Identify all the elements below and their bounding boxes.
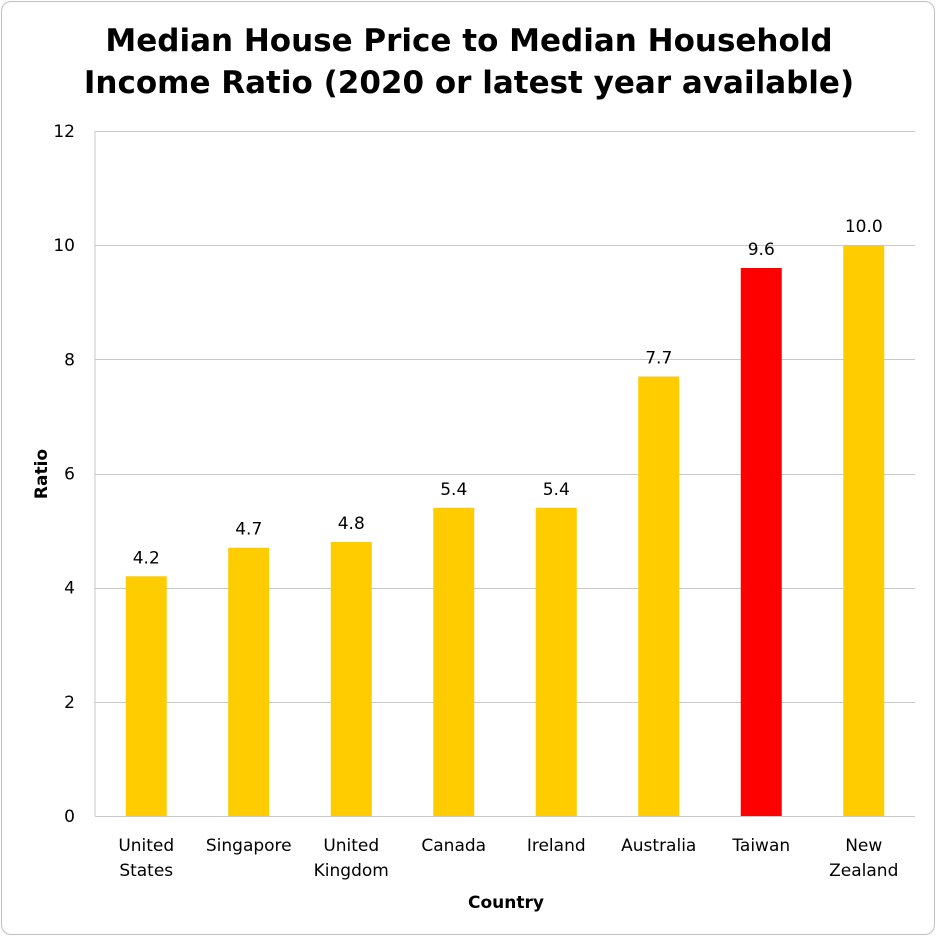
y-tick-label: 2 xyxy=(64,693,75,713)
x-tick-label: United States xyxy=(118,836,174,881)
bars xyxy=(125,245,885,816)
data-label: 4.7 xyxy=(235,520,262,540)
x-tick-label-line: States xyxy=(119,861,173,881)
data-label: 4.8 xyxy=(338,514,365,534)
bar xyxy=(228,547,270,816)
data-label: 7.7 xyxy=(645,348,672,368)
chart-title-line-2: Income Ratio (2020 or latest year availa… xyxy=(83,65,855,101)
bar xyxy=(433,507,475,816)
y-axis-title: Ratio xyxy=(32,449,52,499)
x-tick-label: Taiwan xyxy=(731,836,790,856)
x-tick-label: United Kingdom xyxy=(314,836,389,881)
y-tick-label: 0 xyxy=(64,807,75,827)
x-tick-label-line: Canada xyxy=(421,836,486,856)
x-tick-label-line: United xyxy=(118,836,174,856)
x-tick-label: Canada xyxy=(421,836,486,856)
x-tick-label: Ireland xyxy=(527,836,586,856)
x-axis-title: Country xyxy=(468,893,544,913)
x-tick-label-line: New xyxy=(845,836,882,856)
x-tick-label-line: Zealand xyxy=(829,861,898,881)
data-label: 10.0 xyxy=(845,217,883,237)
x-tick-label-line: Singapore xyxy=(206,836,292,856)
chart-title: Median House Price to Median Household I… xyxy=(40,20,898,104)
y-tick-label: 8 xyxy=(64,350,75,370)
chart-title-line-1: Median House Price to Median Household xyxy=(105,23,833,59)
bar xyxy=(330,542,372,816)
x-tick-label-line: Kingdom xyxy=(314,861,389,881)
y-axis-ticks: 0 2 4 6 8 10 12 xyxy=(53,122,75,827)
y-tick-label: 6 xyxy=(64,465,75,485)
x-tick-label-line: Australia xyxy=(621,836,696,856)
x-tick-label: Australia xyxy=(621,836,696,856)
y-tick-label: 4 xyxy=(64,579,75,599)
data-label: 5.4 xyxy=(543,480,570,500)
y-tick-label: 10 xyxy=(53,236,75,256)
x-tick-label-line: Taiwan xyxy=(731,836,790,856)
data-labels: 4.2 4.7 4.8 5.4 5.4 7.7 9.6 10.0 xyxy=(133,217,883,568)
x-axis-categories: United States Singapore United Kingdom Canada… xyxy=(118,836,898,881)
data-label: 5.4 xyxy=(440,480,467,500)
bar xyxy=(843,245,885,816)
bar xyxy=(740,268,782,816)
x-tick-label-line: United xyxy=(323,836,379,856)
gridlines xyxy=(94,131,915,817)
bar xyxy=(638,376,680,816)
bar xyxy=(535,507,577,816)
bar xyxy=(125,576,167,816)
x-tick-label: Singapore xyxy=(206,836,292,856)
x-tick-label: New Zealand xyxy=(829,836,898,881)
data-label: 4.2 xyxy=(133,548,160,568)
x-tick-label-line: Ireland xyxy=(527,836,586,856)
y-tick-label: 12 xyxy=(53,122,75,142)
data-label: 9.6 xyxy=(748,240,775,260)
